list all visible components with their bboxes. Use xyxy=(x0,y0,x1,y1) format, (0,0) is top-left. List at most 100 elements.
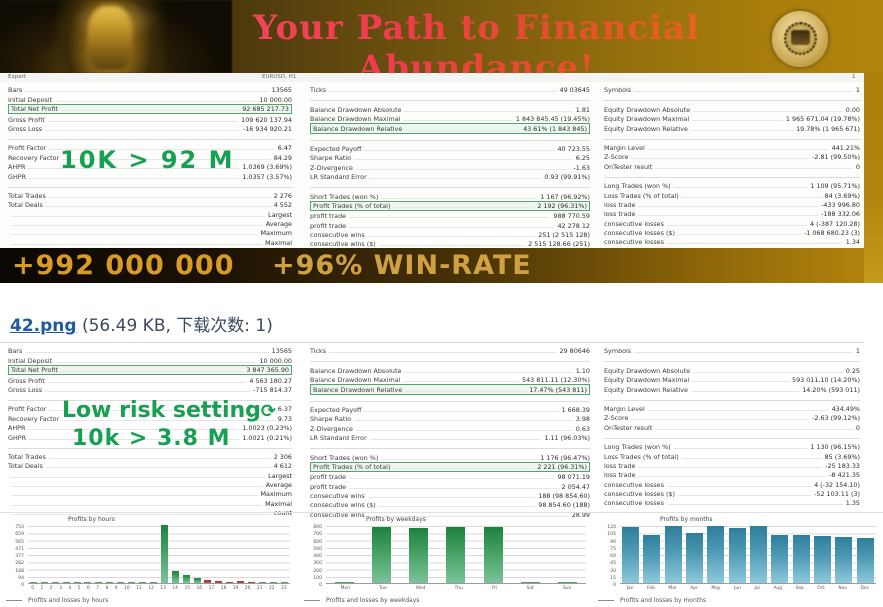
stat-row: Ticks 29 80646 xyxy=(310,346,590,355)
leader-line xyxy=(364,149,555,151)
stat-value: 1.0357 (3.57%) xyxy=(242,172,292,181)
stat-value: 4 612 xyxy=(273,462,292,471)
stat-value: 2 054.47 xyxy=(561,482,590,491)
stat-label: Expected Payoff xyxy=(310,405,362,414)
stat-value: 109 620 137.94 xyxy=(241,115,292,124)
leader-line xyxy=(403,120,513,122)
leader-line xyxy=(405,129,521,131)
x-axis-labels: Mon Tue Wed Thu Fri Sat Sun xyxy=(340,586,572,591)
stat-label: consecutive wins xyxy=(310,510,365,519)
leader-line xyxy=(62,158,271,160)
stat-row: Symbols 1 xyxy=(604,85,860,94)
stat-value: 92 685 217.73 xyxy=(242,105,289,114)
stat-row: Average xyxy=(8,219,292,228)
bar xyxy=(835,536,853,583)
bar xyxy=(664,526,682,583)
annotation-low-risk: Low risk setting⟳ xyxy=(62,398,276,423)
stat-row: Average xyxy=(8,480,292,489)
stat-row: loss trade -188 332.06 xyxy=(604,209,860,218)
stat-row: Total Trades 2 276 xyxy=(8,191,292,200)
stat-value: 1.81 xyxy=(575,105,590,114)
stat-value: 434.49% xyxy=(831,404,860,413)
stat-label: Ticks xyxy=(310,347,327,356)
bar xyxy=(215,580,223,583)
stat-label: Balance Drawdown Relative xyxy=(313,124,403,133)
section-divider xyxy=(604,432,860,439)
leader-line xyxy=(60,371,244,373)
stat-label: Gross Loss xyxy=(8,124,43,133)
stat-column: Bars 13565 Initial Deposit 10 000.00 Total N… xyxy=(8,346,292,517)
stat-value: 2 306 xyxy=(273,452,292,461)
leader-line xyxy=(349,217,551,219)
stat-label: Z-Score xyxy=(604,414,629,423)
leader-line xyxy=(403,381,520,383)
y-axis-labels: 800 700 600 500 400 300 200 100 0 xyxy=(313,525,322,588)
bar xyxy=(248,581,256,583)
stat-value: Largest xyxy=(268,210,292,219)
stat-label: AHPR xyxy=(8,424,26,433)
leader-line xyxy=(49,149,275,151)
bar xyxy=(446,526,466,583)
stat-value: 29 80646 xyxy=(559,347,591,356)
leader-line xyxy=(25,91,269,93)
stat-row-highlighted: Balance Drawdown Relative 43.61% (1 843 8… xyxy=(310,123,590,134)
stat-value: 17.47% (543 811) xyxy=(529,385,587,394)
stat-row: loss trade -8 421.35 xyxy=(604,470,860,479)
stat-row: Long Trades (won %) 1 109 (95.71%) xyxy=(604,181,860,190)
chart-title: Profits by hours xyxy=(68,516,115,523)
stat-label: consecutive losses xyxy=(604,480,664,489)
strip-left: Expert xyxy=(8,74,27,80)
bar xyxy=(557,582,577,583)
stat-row: consecutive losses 1.35 xyxy=(604,498,860,507)
leader-line xyxy=(48,457,271,459)
stat-value: Largest xyxy=(268,471,292,480)
attachment-link[interactable]: 42.png xyxy=(10,316,77,336)
stat-row: Gross Loss -16 934 920.21 xyxy=(8,124,292,133)
leader-line xyxy=(631,419,810,421)
y-axis-labels: 754 659 565 471 377 282 188 94 0 xyxy=(15,525,24,588)
stat-value: -1 068 680.23 (3) xyxy=(803,229,860,238)
stat-label: Total Deals xyxy=(8,201,43,210)
stat-value: 19.78% (1 965 671) xyxy=(796,124,860,133)
stat-label: Total Trades xyxy=(8,452,46,461)
stat-label: Equity Drawdown Relative xyxy=(604,124,688,133)
stat-row: Expected Payoff 40 723.55 xyxy=(310,144,590,153)
stat-row-highlighted: Profit Trades (% of total) 2 221 (96.31%) xyxy=(310,461,590,472)
stat-table-2: Bars 13565 Initial Deposit 10 000.00 Total N… xyxy=(0,342,864,519)
leader-line xyxy=(349,487,559,489)
stat-value: 85 (3.69%) xyxy=(824,452,860,461)
stat-value: 1 130 (96.15%) xyxy=(810,443,860,452)
leader-line xyxy=(692,120,783,122)
banner-title: Your Path to Financial Abundance! xyxy=(210,8,743,88)
stat-value: 13565 xyxy=(271,86,292,95)
stat-value: 1 xyxy=(855,347,860,356)
stat-label: Z-Score xyxy=(604,153,629,162)
stat-value: 0 xyxy=(855,423,860,432)
leader-line xyxy=(11,215,266,217)
leader-line xyxy=(666,485,812,487)
stat-label: consecutive wins xyxy=(310,492,365,501)
stat-label: GHPR xyxy=(8,172,27,181)
stat-row: consecutive wins 28.99 xyxy=(310,509,590,519)
chart-legend: Profits and losses by hours xyxy=(6,597,108,604)
leader-line xyxy=(404,371,573,373)
leader-line xyxy=(11,476,266,478)
leader-line xyxy=(29,177,240,179)
stat-value: 0.63 xyxy=(575,424,590,433)
leader-line xyxy=(11,225,263,227)
stat-label: loss trade xyxy=(604,461,636,470)
stat-value: 1.34 xyxy=(845,238,860,247)
gold-seal-icon xyxy=(771,10,829,68)
stat-label: LR Standard Error xyxy=(310,434,367,443)
stat-label: Symbols xyxy=(604,347,632,356)
leader-line xyxy=(60,110,240,112)
stat-label: Expected Payoff xyxy=(310,144,362,153)
leader-line xyxy=(655,167,853,169)
stat-label: consecutive losses ($) xyxy=(604,229,676,238)
promo-banner: Your Path to Financial Abundance! xyxy=(0,0,883,88)
stat-value: 2 192 (96.31%) xyxy=(537,201,587,210)
leader-line xyxy=(692,381,790,383)
bar xyxy=(728,528,746,583)
leader-line xyxy=(634,91,853,93)
stat-label: Margin Level xyxy=(604,143,645,152)
